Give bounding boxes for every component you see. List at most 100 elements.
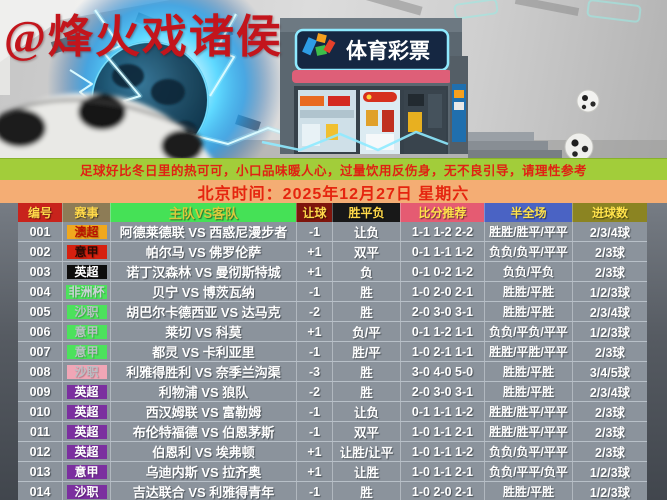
league-badge: 意甲	[66, 244, 107, 259]
col-header-3: 主队VS客队	[110, 203, 296, 222]
league-cell: 意甲	[62, 462, 110, 481]
win-draw-lose-pick: 让胜	[332, 462, 400, 481]
league-cell: 英超	[62, 262, 110, 281]
half-full-pick: 负负/负平/平平	[484, 242, 572, 261]
score-recommendation: 0-1 1-1 1-2	[400, 242, 484, 261]
goals-pick: 2/3/4球	[572, 302, 647, 321]
match-number: 013	[29, 464, 51, 479]
store-sign-text: 体育彩票	[346, 39, 430, 63]
goals-pick: 2/3/4球	[572, 222, 647, 241]
half-full-pick: 胜胜/平胜	[484, 282, 572, 301]
table-header-row: 编号 赛事 主队VS客队 让球 胜平负 比分推荐 半全场 进球数	[18, 203, 647, 222]
match-teams: 胡巴尔卡德西亚 VS 达马克	[110, 302, 296, 321]
col-header-5: 胜平负	[332, 203, 400, 222]
match-teams: 都灵 VS 卡利亚里	[110, 342, 296, 361]
goals-pick: 2/3/4球	[572, 382, 647, 401]
match-teams: 吉达联合 VS 利雅得青年	[110, 482, 296, 500]
col-header-1: 编号	[18, 203, 62, 222]
goals-pick: 1/2/3球	[572, 282, 647, 301]
match-number: 004	[29, 284, 51, 299]
table-row: 008 沙职 利雅得胜利 VS 奈季兰沟渠 -3 胜 3-0 4-0 5-0 胜胜/平胜 3/…	[18, 362, 647, 382]
match-teams: 西汉姆联 VS 富勒姆	[110, 402, 296, 421]
match-teams: 诺丁汉森林 VS 曼彻斯特城	[110, 262, 296, 281]
col-header-2: 赛事	[62, 203, 110, 222]
match-teams: 利物浦 VS 狼队	[110, 382, 296, 401]
table-row: 009 英超 利物浦 VS 狼队 -2 胜 2-0 3-0 3-1 胜胜/平胜 2/3/4球	[18, 382, 647, 402]
col-header-6: 比分推荐	[400, 203, 484, 222]
win-draw-lose-pick: 胜/平	[332, 342, 400, 361]
win-draw-lose-pick: 让负	[332, 402, 400, 421]
match-teams: 布伦特福德 VS 伯恩茅斯	[110, 422, 296, 441]
watermark-text: @烽火戏诸侯	[4, 12, 283, 62]
handicap-value: -1	[296, 342, 332, 361]
league-cell: 意甲	[62, 242, 110, 261]
match-number: 009	[29, 384, 51, 399]
league-badge: 英超	[66, 264, 107, 279]
half-full-pick: 负负/平负/平平	[484, 322, 572, 341]
league-badge: 意甲	[66, 464, 107, 479]
league-cell: 英超	[62, 382, 110, 401]
match-teams: 莱切 VS 科莫	[110, 322, 296, 341]
lottery-store: 体育彩票	[261, 18, 562, 158]
table-row: 004 非洲杯 贝宁 VS 博茨瓦纳 -1 胜 1-0 2-0 2-1 胜胜/平胜 1/2/3…	[18, 282, 647, 302]
handicap-value: -1	[296, 282, 332, 301]
win-draw-lose-pick: 胜	[332, 362, 400, 381]
score-recommendation: 0-1 1-2 1-1	[400, 322, 484, 341]
handicap-value: -2	[296, 302, 332, 321]
league-cell: 英超	[62, 402, 110, 421]
handicap-value: -1	[296, 482, 332, 500]
handicap-value: +1	[296, 262, 332, 281]
league-badge: 沙职	[66, 484, 107, 499]
handicap-value: +1	[296, 242, 332, 261]
half-full-pick: 负负/负平/平平	[484, 442, 572, 461]
match-teams: 伯恩利 VS 埃弗顿	[110, 442, 296, 461]
table-row: 002 意甲 帕尔马 VS 佛罗伦萨 +1 双平 0-1 1-1 1-2 负负/负平/平平 2…	[18, 242, 647, 262]
score-recommendation: 0-1 0-2 1-2	[400, 262, 484, 281]
league-badge: 沙职	[66, 304, 107, 319]
goals-pick: 2/3球	[572, 242, 647, 261]
score-recommendation: 2-0 3-0 3-1	[400, 302, 484, 321]
date-text: 北京时间：2025年12月27日 星期六	[197, 185, 470, 203]
score-recommendation: 1-0 2-0 2-1	[400, 482, 484, 500]
soccer-ball-large	[0, 93, 212, 158]
goals-pick: 1/2/3球	[572, 462, 647, 481]
match-number: 003	[29, 264, 51, 279]
win-draw-lose-pick: 胜	[332, 382, 400, 401]
col-header-8: 进球数	[572, 203, 647, 222]
match-number: 008	[29, 364, 51, 379]
goals-pick: 2/3球	[572, 262, 647, 281]
half-full-pick: 胜胜/胜平/平平	[484, 422, 572, 441]
win-draw-lose-pick: 负	[332, 262, 400, 281]
league-badge: 澳超	[66, 224, 107, 239]
date-banner: 北京时间：2025年12月27日 星期六	[0, 180, 667, 203]
table-row: 010 英超 西汉姆联 VS 富勒姆 -1 让负 0-1 1-1 1-2 胜胜/胜平/平平 2…	[18, 402, 647, 422]
league-cell: 英超	[62, 422, 110, 441]
notice-banner: 足球好比冬日里的热可可，小口品味暖人心，过量饮用反伤身，无不良引导，请理性参考	[0, 158, 667, 180]
table-row: 012 英超 伯恩利 VS 埃弗顿 +1 让胜/让平 1-0 1-1 1-2 负负/负平/平…	[18, 442, 647, 462]
league-badge: 英超	[66, 444, 107, 459]
betting-table-zone: 编号 赛事 主队VS客队 让球 胜平负 比分推荐 半全场 进球数 001 澳超 阿德莱德联 VS …	[0, 203, 667, 500]
half-full-pick: 胜胜/胜平/平平	[484, 402, 572, 421]
match-number: 002	[29, 244, 51, 259]
win-draw-lose-pick: 双平	[332, 242, 400, 261]
win-draw-lose-pick: 胜	[332, 482, 400, 500]
half-full-pick: 胜胜/平胜	[484, 382, 572, 401]
table-row: 003 英超 诺丁汉森林 VS 曼彻斯特城 +1 负 0-1 0-2 1-2 负负/平负 2/…	[18, 262, 647, 282]
handicap-value: +1	[296, 322, 332, 341]
handicap-value: +1	[296, 442, 332, 461]
half-full-pick: 负负/平平/负平	[484, 462, 572, 481]
league-badge: 意甲	[66, 324, 107, 339]
table-row: 014 沙职 吉达联合 VS 利雅得青年 -1 胜 1-0 2-0 2-1 胜胜/平胜 1/2…	[18, 482, 647, 500]
soccer-ball-small	[564, 89, 600, 158]
league-badge: 非洲杯	[66, 284, 107, 299]
match-number: 014	[29, 484, 51, 499]
betting-table: 编号 赛事 主队VS客队 让球 胜平负 比分推荐 半全场 进球数 001 澳超 阿德莱德联 VS …	[18, 203, 647, 500]
match-number: 010	[29, 404, 51, 419]
score-recommendation: 1-0 2-0 2-1	[400, 282, 484, 301]
score-recommendation: 1-0 1-1 2-1	[400, 422, 484, 441]
notice-text: 足球好比冬日里的热可可，小口品味暖人心，过量饮用反伤身，无不良引导，请理性参考	[79, 164, 587, 178]
league-cell: 非洲杯	[62, 282, 110, 301]
lottery-logo-icon	[302, 33, 336, 56]
win-draw-lose-pick: 负/平	[332, 322, 400, 341]
match-number: 007	[29, 344, 51, 359]
